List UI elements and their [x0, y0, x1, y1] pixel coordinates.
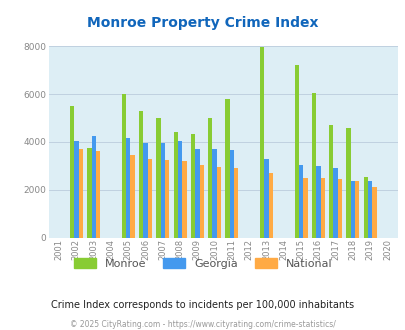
Bar — [315, 166, 320, 238]
Text: Monroe Property Crime Index: Monroe Property Crime Index — [87, 16, 318, 30]
Bar — [268, 173, 272, 238]
Bar — [294, 65, 298, 238]
Bar — [298, 165, 303, 238]
Bar — [333, 168, 337, 238]
Bar — [190, 134, 195, 238]
Bar — [177, 141, 182, 238]
Bar — [173, 132, 177, 238]
Bar — [367, 182, 371, 238]
Bar — [139, 111, 143, 238]
Bar — [216, 167, 221, 238]
Bar — [208, 118, 212, 238]
Bar — [70, 106, 74, 238]
Bar — [259, 48, 264, 238]
Bar — [311, 93, 315, 238]
Bar — [147, 159, 151, 238]
Bar — [234, 168, 238, 238]
Legend: Monroe, Georgia, National: Monroe, Georgia, National — [69, 254, 336, 273]
Bar — [182, 161, 186, 238]
Bar — [160, 143, 164, 238]
Bar — [212, 149, 216, 238]
Bar — [164, 160, 169, 238]
Bar — [371, 187, 376, 238]
Bar — [350, 182, 354, 238]
Bar — [225, 99, 229, 238]
Bar — [303, 178, 307, 238]
Bar — [229, 150, 234, 238]
Bar — [78, 149, 83, 238]
Bar — [354, 182, 358, 238]
Bar — [195, 149, 199, 238]
Bar — [126, 138, 130, 238]
Bar — [328, 125, 333, 238]
Bar — [320, 178, 324, 238]
Text: © 2025 CityRating.com - https://www.cityrating.com/crime-statistics/: © 2025 CityRating.com - https://www.city… — [70, 319, 335, 329]
Bar — [74, 141, 78, 238]
Bar — [363, 177, 367, 238]
Bar — [337, 179, 341, 238]
Text: Crime Index corresponds to incidents per 100,000 inhabitants: Crime Index corresponds to incidents per… — [51, 300, 354, 310]
Bar — [130, 155, 134, 238]
Bar — [264, 159, 268, 238]
Bar — [87, 148, 91, 238]
Bar — [122, 94, 126, 238]
Bar — [96, 151, 100, 238]
Bar — [91, 136, 96, 238]
Bar — [156, 118, 160, 238]
Bar — [345, 127, 350, 238]
Bar — [199, 165, 203, 238]
Bar — [143, 143, 147, 238]
